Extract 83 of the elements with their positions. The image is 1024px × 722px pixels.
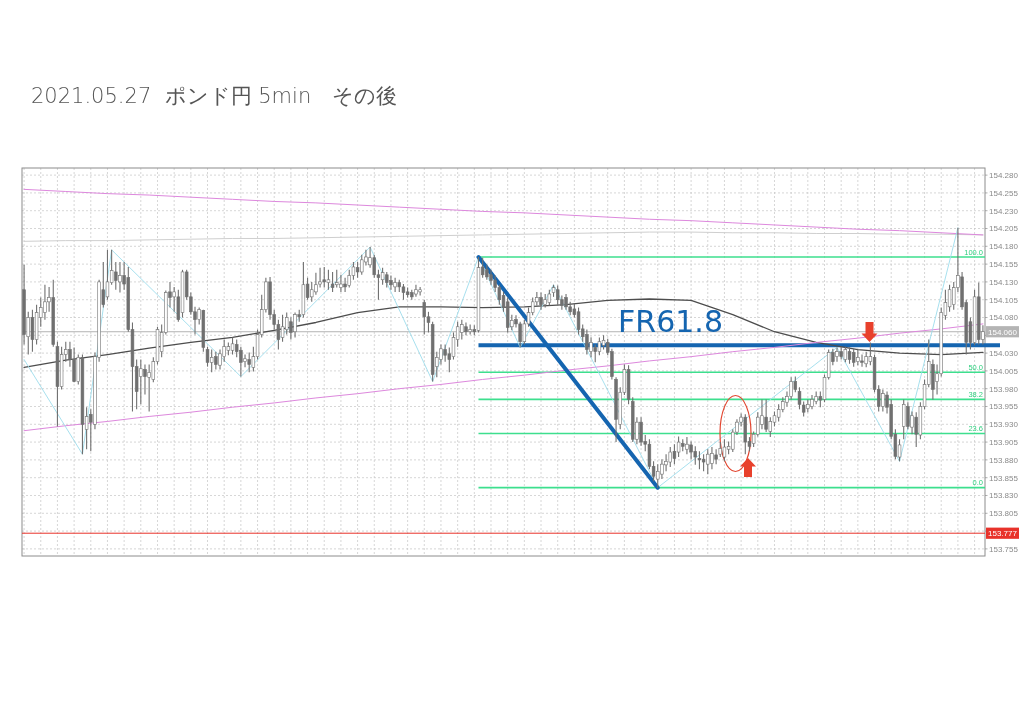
candlestick [209, 348, 214, 373]
y-tick-label: 154.005 [989, 366, 1019, 376]
y-tick-label: 154.230 [989, 206, 1019, 216]
candlestick [464, 321, 468, 336]
candlestick [314, 272, 318, 296]
y-tick-label: 154.130 [989, 277, 1019, 287]
ref-line-label: 154.060 [988, 327, 1018, 337]
candlestick [393, 277, 397, 293]
candlestick [339, 274, 343, 293]
candlestick [856, 348, 860, 366]
candlestick [685, 436, 689, 455]
y-tick-label: 154.205 [989, 224, 1019, 234]
candlestick [881, 388, 885, 413]
y-tick-label: 153.980 [989, 384, 1019, 394]
y-tick-label: 154.255 [989, 188, 1019, 198]
candlestick [330, 271, 335, 293]
candlestick [43, 284, 47, 321]
line-series [23, 188, 984, 236]
y-tick-label: 153.805 [989, 509, 1019, 519]
y-tick-label: 153.880 [989, 455, 1019, 465]
y-tick-label: 153.905 [989, 437, 1019, 447]
candlestick [293, 311, 297, 338]
candlestick [114, 261, 118, 291]
candlestick [489, 269, 493, 286]
candlestick [585, 329, 589, 356]
candlestick [72, 346, 76, 383]
y-tick-label: 153.855 [989, 473, 1019, 483]
candlestick [239, 346, 243, 378]
candlestick [218, 348, 222, 371]
candlestick [764, 398, 768, 433]
y-tick-label: 154.080 [989, 313, 1019, 323]
candlestick [414, 284, 418, 298]
candlestick [835, 346, 839, 363]
candlestick [139, 358, 143, 405]
candlestick [289, 316, 293, 341]
candlestick [443, 344, 447, 363]
candlestick [343, 277, 347, 293]
y-tick-label: 153.830 [989, 491, 1019, 501]
candlestick [439, 344, 443, 366]
candlestick [693, 445, 697, 466]
candlestick [243, 353, 247, 368]
candlestick [710, 446, 714, 470]
candlestick [118, 261, 122, 294]
candlestick [30, 309, 35, 353]
candlestick [247, 351, 251, 373]
chart-title: 2021.05.27 ポンド円 5min その後 [31, 84, 398, 108]
candlestick [860, 353, 864, 368]
candlestick [326, 269, 331, 291]
y-tick-label: 154.280 [989, 171, 1019, 181]
candlestick [280, 314, 285, 343]
candlestick [672, 443, 677, 465]
candlestick [205, 346, 210, 368]
candlestick [706, 448, 710, 475]
line-series [23, 227, 959, 489]
y-tick-label: 154.105 [989, 295, 1019, 305]
ref-line-label: 153.777 [988, 529, 1018, 539]
candlestick [147, 363, 151, 413]
y-tick-label: 153.955 [989, 402, 1019, 412]
y-tick-label: 153.755 [989, 544, 1019, 554]
candlestick [639, 416, 643, 447]
y-tick-label: 154.155 [989, 260, 1019, 270]
candlestick [389, 274, 393, 291]
candlestick [285, 311, 289, 336]
candlestick [660, 458, 664, 480]
candlestick [902, 398, 906, 440]
candlestick [722, 438, 727, 462]
y-tick-label: 153.930 [989, 420, 1019, 430]
ref-line-label: FR61.8 [618, 304, 723, 340]
candlestick [460, 319, 464, 341]
candlestick [689, 440, 693, 460]
candlestick [360, 254, 364, 276]
candlestick [714, 448, 718, 465]
candlestick [322, 266, 326, 289]
line-series [23, 298, 984, 368]
candlestick [539, 292, 543, 311]
candlestick [668, 446, 672, 468]
candlestick [468, 324, 472, 336]
candlestick [906, 401, 910, 430]
y-tick-label: 154.180 [989, 242, 1019, 252]
y-tick-label: 154.030 [989, 349, 1019, 358]
candlestick [676, 435, 681, 458]
candlestick [947, 284, 952, 313]
candlestick [656, 463, 660, 489]
